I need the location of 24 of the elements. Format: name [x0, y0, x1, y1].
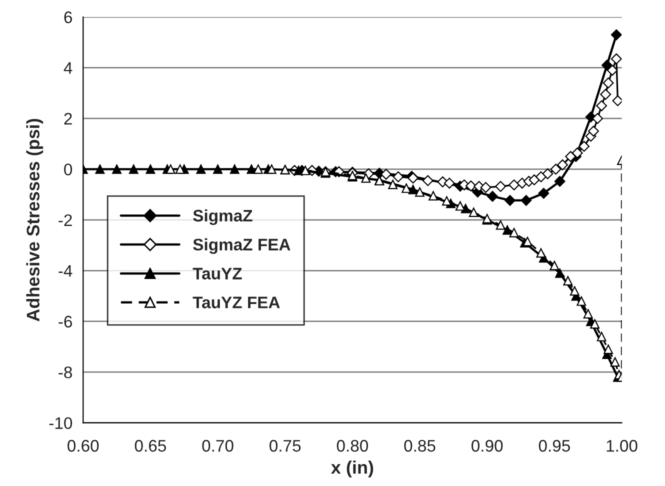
y-tick-label: 6	[64, 11, 72, 24]
x-tick-label: 0.85	[404, 440, 436, 452]
y-tick-label: -4	[58, 265, 72, 277]
legend-label: SigmaZ FEA	[193, 238, 290, 254]
x-tick-label: 0.90	[472, 440, 503, 452]
x-tick-label: 1.00	[606, 440, 638, 452]
x-tick-label: 0.65	[134, 440, 166, 452]
y-tick-label: -2	[58, 214, 72, 226]
legend-label: TauYZ	[192, 268, 242, 280]
y-tick-label: 2	[64, 112, 72, 124]
x-tick-label: 0.70	[202, 440, 234, 452]
x-tick-label: 0.95	[538, 440, 570, 452]
legend-label: TauYZ FEA	[192, 296, 280, 308]
y-tick-label: -10	[49, 417, 72, 430]
x-tick-label: 0.60	[68, 440, 99, 452]
x-tick-label: 0.75	[270, 440, 301, 452]
x-axis-title: x (in)	[331, 460, 374, 478]
x-tick-label: 0.80	[336, 440, 368, 452]
y-tick-label: 0	[64, 164, 72, 176]
y-tick-label: 4	[64, 62, 72, 74]
y-axis-title: Adhesive Stresses (psi)	[26, 118, 44, 322]
y-tick-label: -6	[58, 316, 72, 328]
y-tick-label: -8	[58, 366, 72, 378]
legend-label: SigmaZ	[193, 209, 252, 225]
